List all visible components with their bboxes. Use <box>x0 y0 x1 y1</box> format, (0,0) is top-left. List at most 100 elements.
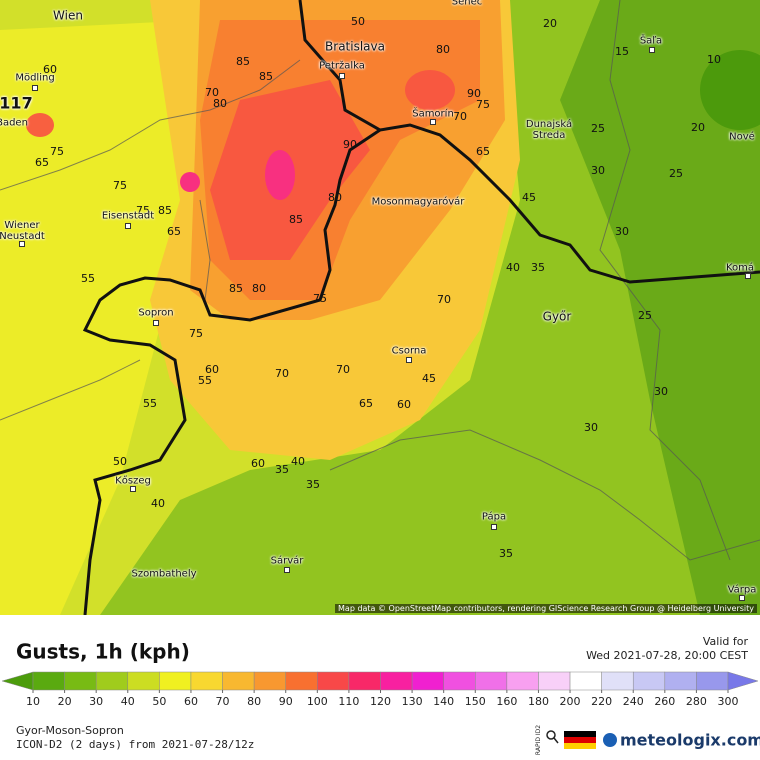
contour-label: 35 <box>306 478 320 491</box>
tick-label: 140 <box>433 695 454 708</box>
tick-label: 70 <box>216 695 230 708</box>
contour-label: 65 <box>35 156 49 169</box>
color-swatch <box>506 671 539 691</box>
field <box>700 50 760 130</box>
legend: Gusts, 1h (kph) Valid for Wed 2021-07-28… <box>1 635 760 755</box>
contour-label: 20 <box>543 17 557 30</box>
tick-label: 90 <box>279 695 293 708</box>
contour-label: 60 <box>43 63 57 76</box>
color-swatch <box>411 671 444 691</box>
city-dot <box>739 595 745 601</box>
city-dot <box>339 73 345 79</box>
city-label: Csorna <box>391 345 427 357</box>
tick-label: 160 <box>496 695 517 708</box>
city-label: Sárvár <box>270 555 304 567</box>
contour-label: 75 <box>476 98 490 111</box>
contour-label: 70 <box>453 110 467 123</box>
city-label: Várpa <box>727 584 757 596</box>
contour-label: 35 <box>275 463 289 476</box>
tick-label: 150 <box>465 695 486 708</box>
city-dot <box>125 223 131 229</box>
field <box>180 172 200 192</box>
contour-label: 25 <box>638 309 652 322</box>
tick-label: 180 <box>528 695 549 708</box>
city-dot <box>130 486 136 492</box>
tick-label: 200 <box>560 695 581 708</box>
city-label: Sopron <box>138 307 174 319</box>
city-label: Petržalka <box>319 60 365 72</box>
contour-label: 30 <box>591 164 605 177</box>
search-icon <box>553 737 559 744</box>
valid-time: Wed 2021-07-28, 20:00 CEST <box>586 649 748 662</box>
contour-label: 65 <box>476 145 490 158</box>
region: Gyor-Moson-Sopron <box>16 724 124 737</box>
contour-label: 40 <box>291 455 305 468</box>
contour-label: 55 <box>81 272 95 285</box>
tick-label: 60 <box>184 695 198 708</box>
city-label: Šaľa <box>639 35 663 47</box>
contour-label: 55 <box>143 397 157 410</box>
contour-label: 85 <box>289 213 303 226</box>
city-label: Nové <box>729 131 755 143</box>
city-dot <box>491 524 497 530</box>
contour-label: 85 <box>158 204 172 217</box>
color-swatch <box>601 671 634 691</box>
contour-label: 55 <box>198 374 212 387</box>
contour-label: 25 <box>669 167 683 180</box>
city-dot <box>19 241 25 247</box>
contour-label: 50 <box>113 455 127 468</box>
contour-label: 35 <box>531 261 545 274</box>
color-swatch <box>1 671 34 691</box>
color-swatch <box>190 671 223 691</box>
city-label: Baden <box>0 117 28 129</box>
color-swatch <box>222 671 255 691</box>
contour-label: 75 <box>313 292 327 305</box>
city-label: Bratislava <box>325 39 385 54</box>
contour-label: 20 <box>691 121 705 134</box>
tick-label: 260 <box>654 695 675 708</box>
color-swatch <box>64 671 97 691</box>
contour-label: 70 <box>336 363 350 376</box>
contour-label: 35 <box>499 547 513 560</box>
tick-label: 120 <box>370 695 391 708</box>
contour-label: 80 <box>213 97 227 110</box>
contour-label: 80 <box>436 43 450 56</box>
contour-label: 70 <box>437 293 451 306</box>
contour-label: 90 <box>467 87 481 100</box>
color-swatch <box>285 671 318 691</box>
brand-logo <box>603 733 617 747</box>
color-bar: 10 20 30 40 50 60 70 80 90 100 110 120 130 140 150 160 1… <box>1 671 759 708</box>
city-label: Pápa <box>481 511 507 523</box>
color-swatch <box>32 671 65 691</box>
color-swatch <box>317 671 350 691</box>
contour-label: 85 <box>236 55 250 68</box>
color-swatch <box>348 671 381 691</box>
contour-label: 75 <box>136 204 150 217</box>
city-label: Győr <box>542 309 572 324</box>
tick-label: 240 <box>623 695 644 708</box>
city-label: Wien <box>53 8 83 23</box>
field <box>0 20 200 615</box>
contour-label: 60 <box>397 398 411 411</box>
color-swatch <box>538 671 571 691</box>
tick-label: 40 <box>121 695 135 708</box>
contour-label: 70 <box>205 86 219 99</box>
color-swatch <box>569 671 602 691</box>
contour-label: 50 <box>351 15 365 28</box>
color-swatch <box>696 671 729 691</box>
contour-label: 80 <box>252 282 266 295</box>
contour-label: 80 <box>328 191 342 204</box>
contour-label: 15 <box>615 45 629 58</box>
contour-label: 60 <box>251 457 265 470</box>
color-swatch <box>664 671 697 691</box>
contour-label: 65 <box>167 225 181 238</box>
contour-label: 65 <box>359 397 373 410</box>
field <box>560 0 760 615</box>
tick-label: 110 <box>338 695 359 708</box>
city-dot <box>32 85 38 91</box>
tick-label: 10 <box>26 695 40 708</box>
city-dot <box>745 273 751 279</box>
contour-label: 30 <box>615 225 629 238</box>
flag <box>564 743 596 749</box>
color-swatch <box>443 671 476 691</box>
